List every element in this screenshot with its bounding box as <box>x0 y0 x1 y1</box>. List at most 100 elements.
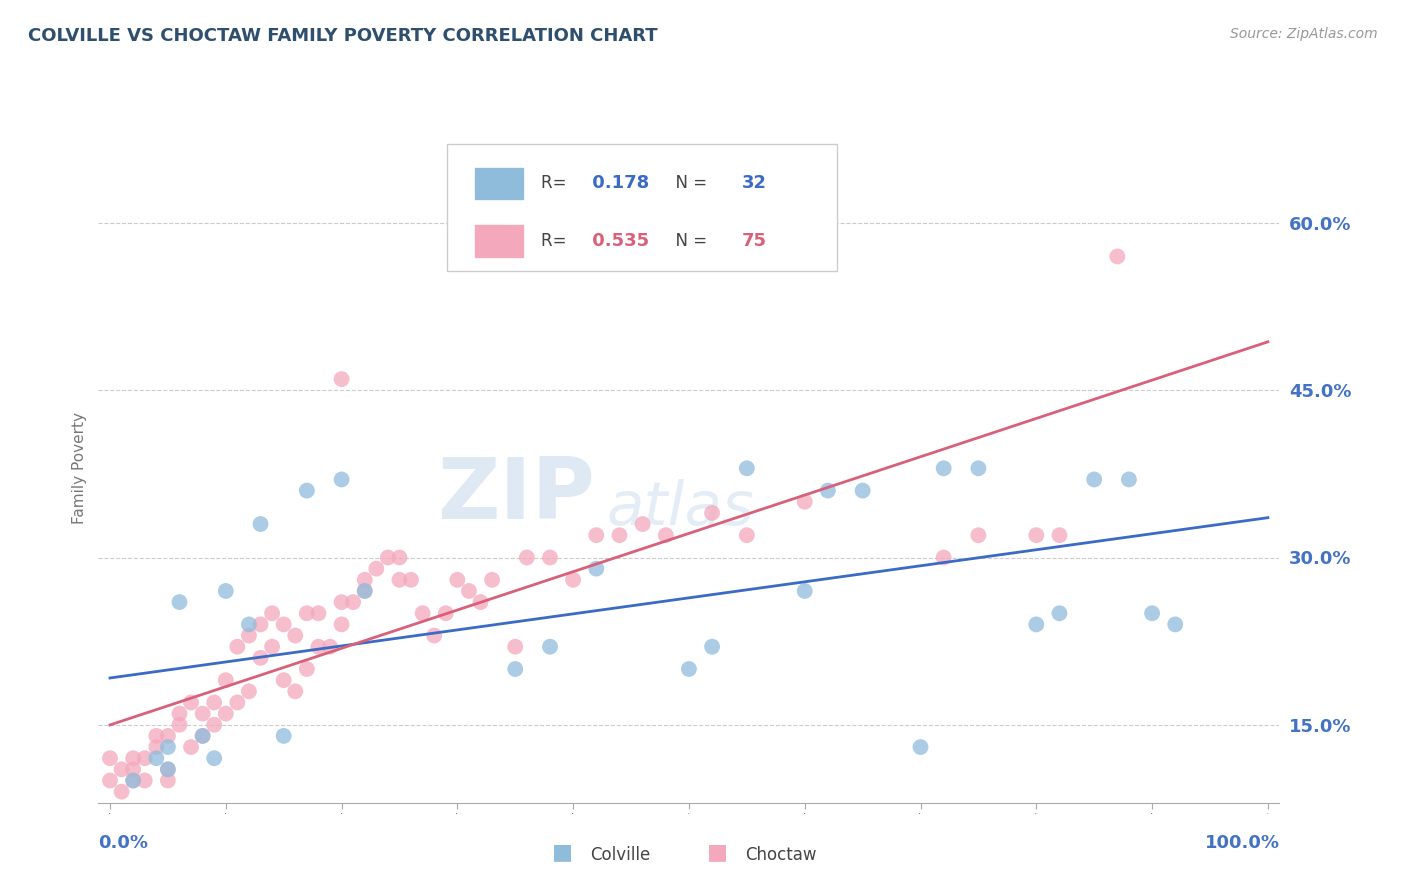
Point <box>284 629 307 643</box>
Text: Colville: Colville <box>591 846 651 863</box>
Point <box>852 483 875 498</box>
Point <box>238 684 260 698</box>
Text: 100.0%: 100.0% <box>1205 834 1279 852</box>
Point <box>226 640 249 654</box>
Point <box>249 517 271 532</box>
Point <box>180 696 202 710</box>
Point <box>1049 528 1071 542</box>
Point <box>1118 473 1140 487</box>
Point <box>503 640 526 654</box>
Point <box>446 573 468 587</box>
Point <box>284 684 307 698</box>
Text: N =: N = <box>665 174 713 193</box>
Point <box>388 573 411 587</box>
Point <box>1140 607 1163 621</box>
Point <box>98 773 121 788</box>
Point <box>735 528 758 542</box>
Point <box>353 584 375 599</box>
Point <box>342 595 364 609</box>
Point <box>262 640 284 654</box>
Text: ZIP: ZIP <box>437 453 595 537</box>
Point <box>932 550 955 565</box>
Point <box>180 740 202 755</box>
Point <box>122 773 145 788</box>
Point <box>585 528 607 542</box>
Point <box>330 595 353 609</box>
Text: R=: R= <box>541 232 572 250</box>
Text: COLVILLE VS CHOCTAW FAMILY POVERTY CORRELATION CHART: COLVILLE VS CHOCTAW FAMILY POVERTY CORRE… <box>28 27 658 45</box>
Text: N =: N = <box>665 232 713 250</box>
Point <box>330 473 353 487</box>
Point <box>156 740 179 755</box>
Point <box>249 651 271 665</box>
Point <box>238 617 260 632</box>
Text: 75: 75 <box>742 232 768 250</box>
Point <box>273 673 295 688</box>
FancyBboxPatch shape <box>474 225 523 258</box>
Point <box>156 762 179 776</box>
Point <box>1049 607 1071 621</box>
Point <box>631 517 654 532</box>
Point <box>503 662 526 676</box>
Text: ■: ■ <box>707 842 727 862</box>
Point <box>202 696 225 710</box>
Point <box>1083 473 1105 487</box>
Point <box>156 773 179 788</box>
Point <box>470 595 492 609</box>
Point <box>967 461 990 475</box>
Point <box>215 706 238 721</box>
Text: Choctaw: Choctaw <box>745 846 817 863</box>
Point <box>215 673 238 688</box>
Point <box>202 751 225 765</box>
Point <box>273 617 295 632</box>
Text: ■: ■ <box>553 842 572 862</box>
Point <box>412 607 434 621</box>
Point <box>191 729 214 743</box>
Point <box>538 640 561 654</box>
Point <box>145 740 167 755</box>
Point <box>817 483 839 498</box>
Point <box>481 573 503 587</box>
Text: 32: 32 <box>742 174 768 193</box>
FancyBboxPatch shape <box>447 144 837 271</box>
Point <box>353 573 375 587</box>
Point <box>307 607 329 621</box>
Point <box>655 528 678 542</box>
Point <box>295 483 318 498</box>
Point <box>423 629 446 643</box>
Point <box>932 461 955 475</box>
Point <box>700 506 723 520</box>
Point <box>156 762 179 776</box>
Point <box>134 751 156 765</box>
Point <box>735 461 758 475</box>
Point <box>156 729 179 743</box>
Point <box>399 573 422 587</box>
Point <box>1164 617 1187 632</box>
Point <box>793 584 815 599</box>
Point <box>353 584 375 599</box>
Point <box>434 607 457 621</box>
Point <box>215 584 238 599</box>
Point <box>169 717 191 731</box>
Point <box>295 662 318 676</box>
Point <box>388 550 411 565</box>
Point <box>366 562 388 576</box>
Point <box>191 729 214 743</box>
Point <box>169 595 191 609</box>
Text: Source: ZipAtlas.com: Source: ZipAtlas.com <box>1230 27 1378 41</box>
Point <box>609 528 631 542</box>
Point <box>191 706 214 721</box>
Point <box>295 607 318 621</box>
Point <box>262 607 284 621</box>
Point <box>122 751 145 765</box>
Point <box>145 729 167 743</box>
Point <box>202 717 225 731</box>
Point <box>238 629 260 643</box>
Point <box>307 640 329 654</box>
Point <box>1025 617 1047 632</box>
Point <box>330 617 353 632</box>
Point <box>700 640 723 654</box>
Text: 0.178: 0.178 <box>586 174 650 193</box>
Point <box>110 762 132 776</box>
Text: R=: R= <box>541 174 572 193</box>
